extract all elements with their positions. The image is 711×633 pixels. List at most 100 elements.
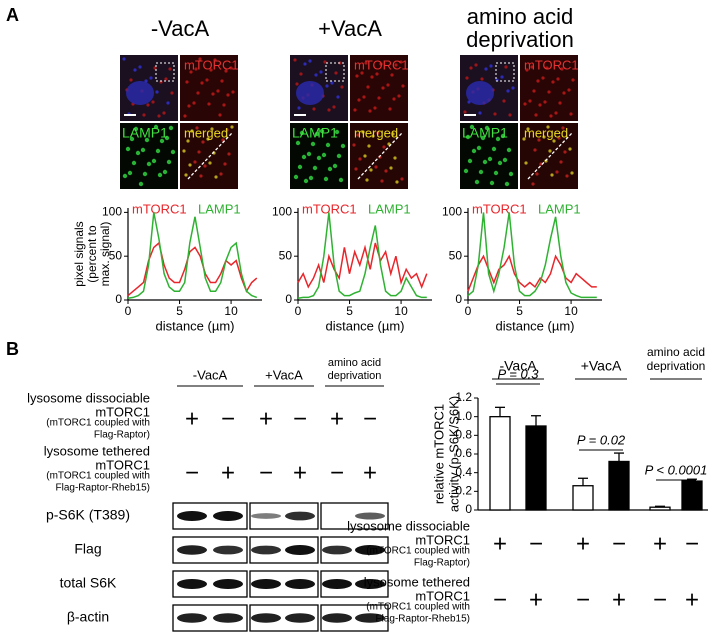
micrograph <box>120 123 178 189</box>
blot-label: p-S6K (T389) <box>46 507 130 523</box>
nucleus <box>126 81 154 105</box>
x-tick-label: 10 <box>224 304 238 318</box>
signal-dot <box>356 133 360 137</box>
signal-dot <box>122 173 128 179</box>
signal-dot <box>224 69 228 73</box>
signal-dot <box>168 67 172 71</box>
sign: + <box>685 586 699 613</box>
sign: − <box>576 586 590 613</box>
signal-dot <box>506 147 512 153</box>
signal-dot <box>399 60 403 64</box>
panel-label: A <box>6 5 19 25</box>
signal-dot <box>471 148 477 154</box>
signal-dot <box>203 164 207 168</box>
signal-dot <box>374 165 378 169</box>
signal-dot <box>393 156 397 160</box>
signal-dot <box>542 135 546 139</box>
signal-dot <box>381 86 385 90</box>
signal-dot <box>354 167 358 171</box>
signal-dot <box>220 79 224 83</box>
signal-dot <box>388 107 392 111</box>
signal-dot <box>219 172 223 176</box>
signal-dot <box>543 100 547 104</box>
panel-label: B <box>6 339 19 359</box>
signal-dot <box>189 70 193 74</box>
p-value: P = 0.3 <box>497 366 539 381</box>
signal-dot <box>297 164 303 170</box>
signal-dot <box>386 83 390 87</box>
signal-dot <box>554 111 558 115</box>
signal-dot <box>229 66 233 70</box>
signal-dot <box>225 128 229 132</box>
row-label: lysosome tethered <box>44 443 150 458</box>
row-label: mTORC1 <box>415 588 470 603</box>
y-tick-label: 0 <box>455 292 462 306</box>
signal-dot <box>502 157 508 163</box>
signal-dot <box>146 161 152 167</box>
y-tick-label: 0 <box>285 292 292 306</box>
signal-dot <box>303 62 307 66</box>
signal-dot <box>196 91 200 95</box>
signal-dot <box>362 95 366 99</box>
signal-dot <box>297 106 301 110</box>
condition-heading: deprivation <box>466 27 574 52</box>
signal-dot <box>504 65 508 69</box>
signal-dot <box>395 180 399 184</box>
x-tick-label: 5 <box>176 304 183 318</box>
sign: − <box>363 405 377 432</box>
signal-dot <box>530 65 534 69</box>
signal-dot <box>306 151 312 157</box>
signal-dot <box>469 66 473 70</box>
signal-dot <box>493 170 499 176</box>
signal-dot <box>312 107 316 111</box>
signal-dot <box>552 139 556 143</box>
row-label: Flag-Raptor) <box>94 430 150 441</box>
bar <box>525 425 547 511</box>
signal-dot <box>192 101 196 105</box>
signal-dot <box>186 139 190 143</box>
y-tick-label: 0 <box>465 502 472 516</box>
legend-entry: mTORC1 <box>302 201 357 216</box>
signal-dot <box>182 149 186 153</box>
signal-dot <box>394 63 398 67</box>
signal-dot <box>166 101 170 105</box>
data-line <box>297 242 428 289</box>
signal-dot <box>508 171 514 177</box>
row-label: (mTORC1 coupled with <box>46 471 150 482</box>
row-label: Flag-Raptor-Rheb15) <box>376 614 471 625</box>
signal-dot <box>353 108 357 112</box>
signal-dot <box>478 111 482 115</box>
signal-dot <box>561 126 565 130</box>
signal-dot <box>570 171 574 175</box>
blot-band <box>355 579 385 589</box>
signal-dot <box>357 98 361 102</box>
signal-dot <box>319 70 323 74</box>
sign: − <box>293 405 307 432</box>
signal-dot <box>352 143 356 147</box>
signal-dot <box>491 146 497 152</box>
signal-dot <box>133 68 137 72</box>
signal-dot <box>538 103 542 107</box>
signal-dot <box>144 79 148 83</box>
row-label: lysosome tethered <box>364 574 470 589</box>
signal-dot <box>155 90 159 94</box>
signal-dot <box>129 136 135 142</box>
signal-dot <box>377 96 381 100</box>
row-label: (mTORC1 coupled with <box>46 418 150 429</box>
signal-dot <box>205 78 209 82</box>
signal-dot <box>555 170 559 174</box>
blot-band <box>355 613 385 623</box>
signal-dot <box>569 112 573 116</box>
signal-dot <box>142 113 146 117</box>
signal-dot <box>487 156 493 162</box>
signal-dot <box>170 149 176 155</box>
blot-band <box>355 512 385 520</box>
x-axis-label: distance (µm) <box>155 318 234 333</box>
signal-dot <box>153 124 159 130</box>
signal-dot <box>321 152 327 158</box>
legend-entry: mTORC1 <box>132 201 187 216</box>
signal-dot <box>183 114 187 118</box>
signal-dot <box>295 82 299 86</box>
signal-dot <box>193 160 197 164</box>
bar <box>649 506 671 511</box>
